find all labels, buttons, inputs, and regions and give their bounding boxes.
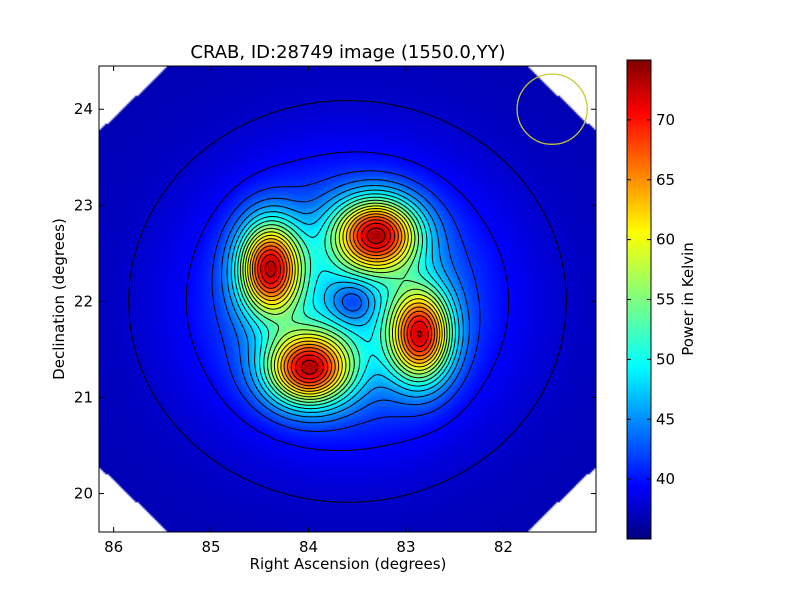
contour-lines [128,100,567,503]
contour-level-62 [249,210,441,392]
colorbar: 40 45 50 55 60 65 70 Power in Kelvin [626,59,697,540]
plot-frame [98,65,597,533]
contour-level-42 [211,170,481,432]
contour-level-70 [260,222,429,380]
contour-level-54 [239,199,451,403]
x-axis-label: Right Ascension (degrees) [250,555,447,573]
colorbar-tick-label: 40 [656,470,675,488]
y-axis-ticks: 20 21 22 23 24 [74,100,596,503]
contour-level-40 [185,151,510,451]
y-tick-label: 21 [74,388,93,406]
colorbar-tick-label: 45 [656,410,675,428]
contour-level-46 [226,185,464,418]
contour-level-38 [128,100,567,503]
contour-level-64 [251,213,438,390]
y-tick-label: 24 [74,100,93,118]
y-axis-label: Declination (degrees) [50,218,68,380]
plot-area: 86 85 84 83 82 20 21 22 23 24 [74,65,597,556]
colorbar-tick-label: 70 [656,111,675,129]
x-tick-label: 84 [299,538,318,556]
x-tick-label: 82 [494,538,513,556]
colorbar-tick-label: 60 [656,231,675,249]
colorbar-tick-label: 55 [656,291,675,309]
colorbar-tick-label: 50 [656,350,675,368]
y-tick-label: 23 [74,196,93,214]
heatmap-image [99,66,596,532]
chart-title: CRAB, ID:28749 image (1550.0,YY) [190,42,505,63]
contour-level-58 [244,205,446,398]
contour-level-66 [254,216,436,387]
y-tick-label: 20 [74,485,93,503]
colorbar-tick-label: 65 [656,171,675,189]
contour-level-56 [242,202,448,400]
colorbar-ticks: 40 45 50 55 60 65 70 [627,111,675,488]
contour-level-44 [221,179,470,424]
x-tick-label: 85 [202,538,221,556]
contour-level-72 [264,227,422,375]
contour-level-60 [247,208,443,395]
contour-level-68 [257,219,433,384]
x-axis-ticks: 86 85 84 83 82 [104,66,513,556]
beam-circle [516,73,588,145]
x-tick-label: 86 [104,538,123,556]
contour-level-50 [234,193,456,410]
contour-level-48 [230,189,460,413]
colorbar-label: Power in Kelvin [679,242,697,356]
y-tick-label: 22 [74,292,93,310]
x-tick-label: 83 [396,538,415,556]
contour-level-52 [237,196,453,406]
